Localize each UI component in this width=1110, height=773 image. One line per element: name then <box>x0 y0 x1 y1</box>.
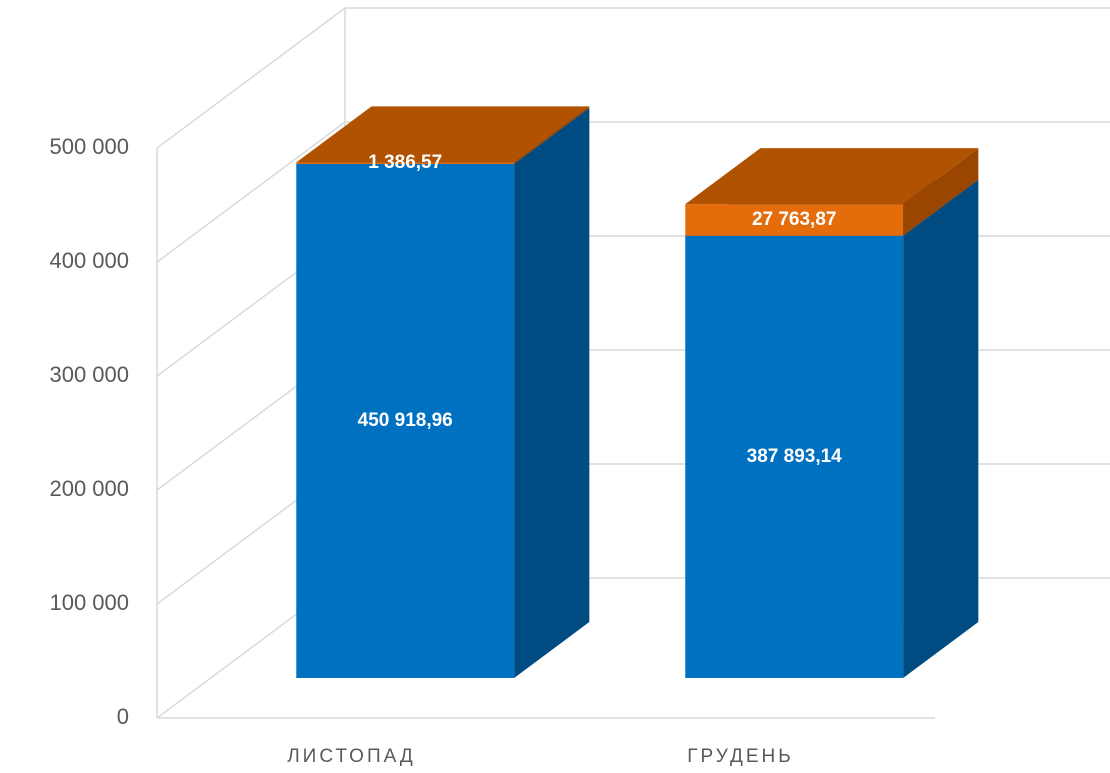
y-tick-label: 400 000 <box>49 248 129 273</box>
bar-side <box>903 148 979 236</box>
y-tick-label: 300 000 <box>49 362 129 387</box>
bar-top <box>296 106 590 163</box>
y-tick-label: 0 <box>117 704 129 729</box>
bar-side <box>903 179 979 678</box>
bar-side <box>514 107 590 678</box>
y-tick-label: 100 000 <box>49 590 129 615</box>
grid-line <box>156 7 346 149</box>
bar-top <box>685 148 979 205</box>
grid-line <box>156 121 346 263</box>
y-tick-label: 200 000 <box>49 476 129 501</box>
bar <box>296 162 515 164</box>
x-tick-label: ЛИСТОПАД <box>287 746 416 767</box>
bar <box>685 235 904 678</box>
data-label: 27 763,87 <box>752 209 837 230</box>
x-tick-label: ГРУДЕНЬ <box>687 746 794 767</box>
data-label: 1 386,57 <box>368 152 442 173</box>
bar <box>296 163 515 678</box>
y-tick-label: 500 000 <box>49 134 129 159</box>
bar <box>685 204 904 236</box>
data-label: 387 893,14 <box>747 446 843 467</box>
bar-side <box>514 106 590 164</box>
data-label: 450 918,96 <box>358 410 453 431</box>
